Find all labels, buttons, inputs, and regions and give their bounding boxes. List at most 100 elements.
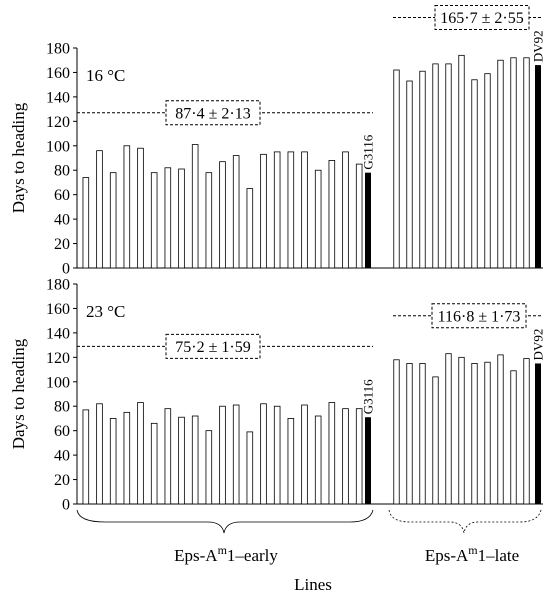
y-tick-label: 180 [46, 41, 70, 58]
group-label-late: Eps-Am1–late [425, 543, 519, 565]
panel-label: 23 °C [86, 302, 125, 321]
bar [328, 402, 336, 505]
bar [82, 177, 90, 269]
bar [219, 161, 226, 269]
bar [273, 151, 281, 269]
bar [314, 169, 322, 269]
bar [497, 354, 504, 505]
bar [137, 402, 144, 505]
y-tick-label: 60 [54, 423, 70, 440]
bar [191, 415, 199, 505]
chart-panels: 0 20 40 60 80 100 120 140 160 180 Days to heading 1… [9, 4, 546, 514]
mean-label: 75·2 ± 1·59 [175, 339, 250, 356]
bar [123, 411, 131, 505]
y-tick-label: 0 [62, 261, 70, 278]
check-bar-label: G3116 [361, 134, 376, 169]
bar [406, 363, 413, 505]
bar [314, 415, 322, 505]
bar [342, 151, 349, 269]
bar [342, 408, 349, 505]
bar [109, 418, 117, 505]
bar [406, 80, 413, 269]
check-bar [535, 65, 541, 268]
bar [96, 150, 103, 269]
bar [393, 359, 400, 505]
bar [246, 188, 254, 269]
bar [471, 363, 478, 505]
bar [82, 409, 90, 505]
y-tick-label: 180 [46, 277, 70, 294]
bar [137, 147, 144, 269]
y-tick-label: 0 [62, 497, 70, 514]
y-tick-label: 160 [46, 301, 70, 318]
bar [328, 160, 336, 269]
mean-label: 116·8 ± 1·73 [438, 308, 521, 325]
check-bar [535, 363, 541, 504]
y-tick-label: 80 [54, 399, 70, 416]
bar [458, 356, 465, 505]
bar [432, 376, 439, 505]
bar [164, 408, 172, 505]
bar [523, 358, 530, 505]
bar [458, 54, 465, 269]
mean-box [431, 303, 527, 329]
check-bar-label: G3116 [361, 379, 376, 414]
bar [205, 430, 213, 505]
bar [432, 63, 439, 269]
bar [510, 57, 517, 269]
bar [484, 361, 491, 505]
bar [287, 151, 295, 269]
bar [232, 404, 240, 505]
bar [96, 403, 103, 505]
bar [273, 405, 281, 505]
y-tick-label: 60 [54, 187, 70, 204]
y-tick-label: 140 [46, 89, 70, 106]
mean-box [165, 333, 261, 359]
mean-box [434, 4, 530, 30]
y-tick-label: 140 [46, 325, 70, 342]
bar [219, 405, 226, 505]
bar [445, 63, 452, 269]
y-tick-label: 80 [54, 163, 70, 180]
group-brace-late [388, 509, 542, 534]
bar [150, 422, 158, 505]
bar [523, 57, 530, 269]
bar [205, 172, 213, 269]
bar [287, 418, 295, 505]
bar [178, 416, 185, 505]
bar [246, 431, 254, 505]
mean-label: 87·4 ± 2·13 [175, 105, 250, 122]
y-tick-label: 40 [54, 448, 70, 465]
bar [510, 370, 517, 505]
panel-label: 16 °C [86, 66, 125, 85]
bar [419, 70, 426, 269]
mean-box [165, 100, 261, 126]
bar [355, 408, 363, 505]
y-tick-label: 100 [46, 374, 70, 391]
bar [123, 145, 131, 269]
bar [260, 403, 267, 505]
y-tick-label: 120 [46, 350, 70, 367]
mean-label: 165·7 ± 2·55 [440, 10, 523, 27]
bar [109, 172, 117, 269]
group-label-early: Eps-Am1–early [174, 543, 278, 565]
y-tick-label: 160 [46, 65, 70, 82]
check-bar [365, 417, 371, 504]
check-bar-label: DV92 [531, 329, 546, 361]
y-tick-label: 20 [54, 472, 70, 489]
bar [445, 353, 452, 505]
bar [191, 144, 199, 269]
bar [260, 153, 267, 269]
bar [471, 79, 478, 269]
bar [393, 69, 400, 269]
y-tick-label: 100 [46, 138, 70, 155]
check-bar [365, 172, 371, 268]
y-tick-label: 20 [54, 236, 70, 253]
group-brace-early [76, 509, 374, 534]
y-axis-label: Days to heading [9, 338, 28, 449]
bar [232, 155, 240, 269]
bar [497, 59, 504, 269]
bar [164, 167, 172, 269]
bar [301, 404, 308, 505]
